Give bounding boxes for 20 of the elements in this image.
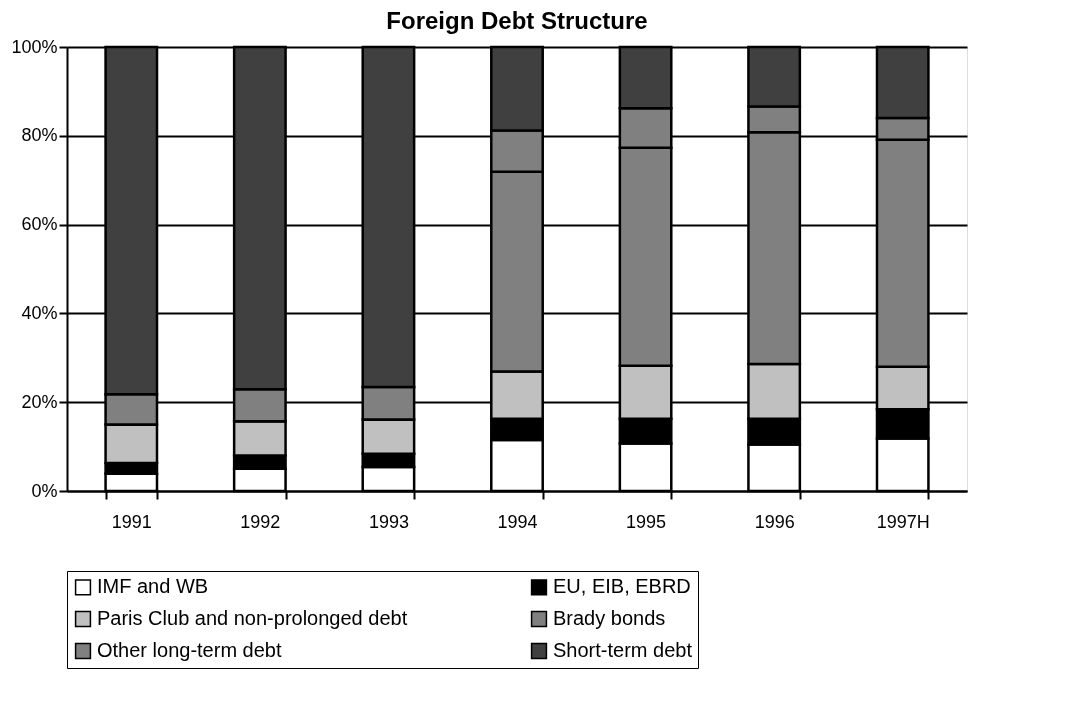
x-tick-label: 1994 bbox=[497, 511, 538, 532]
x-tick-label: 1997H bbox=[876, 511, 930, 532]
legend-label: EU, EIB, EBRD bbox=[553, 575, 691, 598]
y-tick-label: 40% bbox=[21, 302, 58, 323]
x-tick-label: 1993 bbox=[368, 511, 409, 532]
y-tick-label: 20% bbox=[21, 391, 58, 412]
y-tick-label: 80% bbox=[21, 125, 58, 146]
x-tick-label: 1996 bbox=[754, 511, 795, 532]
x-tick-label: 1991 bbox=[111, 511, 152, 532]
chart-title: Foreign Debt Structure bbox=[386, 7, 648, 34]
legend-label: Brady bonds bbox=[553, 607, 666, 629]
legend-label: IMF and WB bbox=[97, 575, 209, 598]
legend-label: Paris Club and non-prolonged debt bbox=[97, 607, 408, 629]
y-tick-label: 0% bbox=[31, 480, 58, 501]
legend-label: Short-term debt bbox=[553, 639, 693, 661]
x-tick-label: 1995 bbox=[626, 511, 667, 532]
legend-label: Other long-term debt bbox=[97, 639, 282, 661]
x-tick-label: 1992 bbox=[240, 511, 281, 532]
y-tick-label: 60% bbox=[21, 214, 58, 235]
y-tick-label: 100% bbox=[11, 36, 58, 57]
